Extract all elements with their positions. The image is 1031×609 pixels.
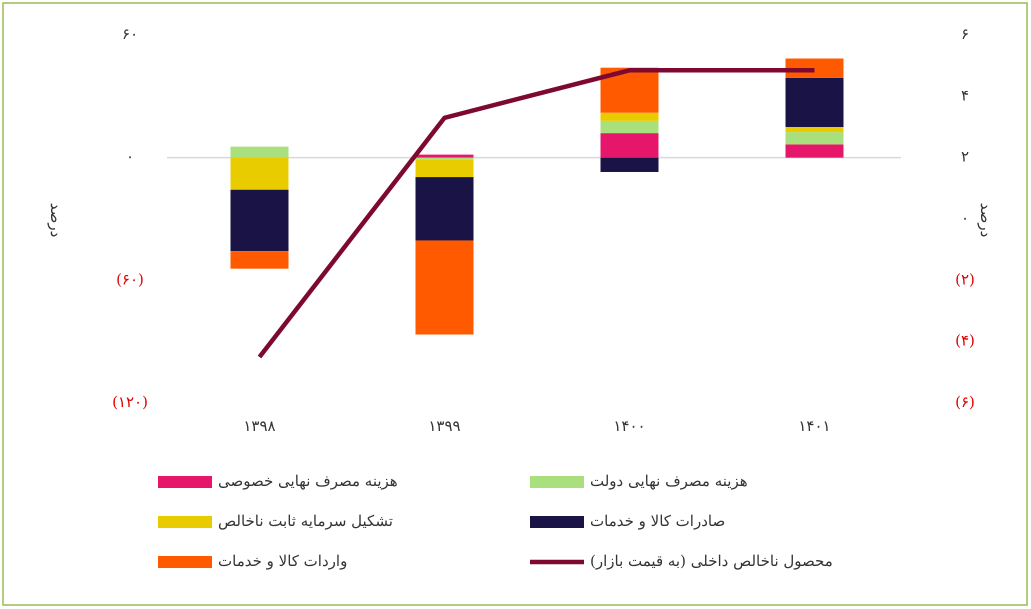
bar <box>600 157 659 172</box>
legend-label: واردات کالا و خدمات <box>218 552 347 570</box>
y-tick-label: ۰ <box>126 148 134 166</box>
y2-tick-label: ۰ <box>961 209 969 227</box>
y2-tick-label: ۲ <box>961 148 969 166</box>
legend-swatch <box>158 556 212 568</box>
line <box>257 68 815 359</box>
bar <box>600 120 659 134</box>
bar <box>415 159 474 178</box>
y-tick-label: (۶۰) <box>116 270 144 288</box>
bar <box>230 157 289 190</box>
x-tick-label: ۱۳۹۹ <box>428 417 460 435</box>
x-tick-label: ۱۳۹۸ <box>243 417 275 435</box>
y2-tick-label: (۴) <box>955 332 975 350</box>
x-tick-label: ۱۴۰۱ <box>798 417 830 435</box>
bar <box>415 177 474 241</box>
bar <box>415 154 474 158</box>
y-axis-label: درصد <box>47 203 65 238</box>
legend-swatch <box>158 476 212 488</box>
legend-label: هزینه مصرف نهایی دولت <box>590 472 748 490</box>
legend-swatch <box>530 516 584 528</box>
legend-label: تشکیل سرمایه ثابت ناخالص <box>218 512 393 530</box>
y2-tick-label: (۲) <box>955 270 975 288</box>
bar <box>230 146 289 158</box>
bar <box>785 132 844 145</box>
bar <box>230 251 289 269</box>
y-tick-label: (۱۲۰) <box>112 393 148 411</box>
bar <box>600 112 659 121</box>
legend-label: هزینه مصرف نهایی خصوصی <box>218 472 398 490</box>
legend-swatch <box>530 476 584 488</box>
legend-swatch <box>158 516 212 528</box>
bar <box>600 133 659 158</box>
x-tick-label: ۱۴۰۰ <box>613 417 645 435</box>
bar <box>785 144 844 158</box>
bar <box>415 157 474 160</box>
y2-tick-label: ۶ <box>961 25 969 43</box>
legend-label: محصول ناخالص داخلی (به قیمت بازار) <box>590 552 833 570</box>
y2-axis-label: درصد <box>977 203 995 238</box>
legend-label: صادرات کالا و خدمات <box>590 512 725 530</box>
bar <box>230 189 289 252</box>
bar <box>785 77 844 127</box>
y2-tick-label: ۴ <box>961 86 969 104</box>
y-tick-label: ۶۰ <box>122 25 138 43</box>
bar <box>415 240 474 335</box>
bar <box>785 127 844 133</box>
y2-tick-label: (۶) <box>955 393 975 411</box>
